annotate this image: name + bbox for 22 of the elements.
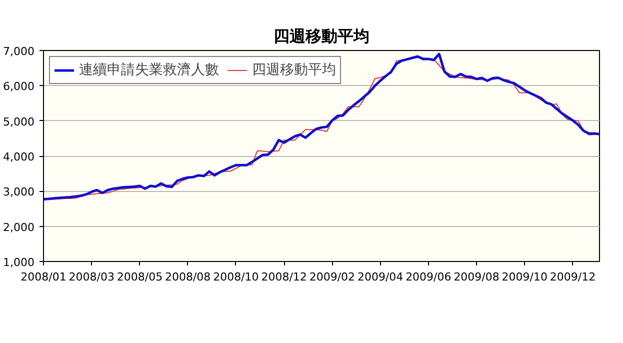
- x-tick-label: 2008/08: [165, 270, 211, 284]
- y-tick-label: 2,000: [3, 220, 35, 234]
- x-tick-label: 2008/03: [68, 270, 114, 284]
- x-tick-label: 2009/02: [309, 270, 356, 284]
- chart-title: 四週移動平均: [274, 26, 370, 46]
- x-tick-label: 2009/06: [406, 270, 452, 284]
- y-tick-label: 5,000: [3, 115, 35, 128]
- x-tick-label: 2009/08: [454, 270, 500, 284]
- x-tick-label: 2008/05: [116, 270, 163, 284]
- y-tick-label: 4,000: [3, 150, 35, 164]
- x-tick-label: 2008/01: [20, 270, 66, 284]
- x-tick-label: 2009/12: [550, 270, 596, 284]
- y-tick-label: 6,000: [3, 80, 35, 94]
- legend-label: 連續申請失業救濟人數: [79, 61, 219, 79]
- x-tick-label: 2008/12: [261, 270, 307, 284]
- x-tick-label: 2008/10: [213, 270, 259, 284]
- x-tick-label: 2009/10: [502, 270, 548, 284]
- legend-label: 四週移動平均: [252, 61, 336, 79]
- x-tick-label: 2009/04: [357, 270, 404, 284]
- y-tick-label: 3,000: [3, 186, 35, 199]
- y-tick-label: 7,000: [3, 45, 35, 58]
- y-tick-label: 1,000: [3, 256, 35, 269]
